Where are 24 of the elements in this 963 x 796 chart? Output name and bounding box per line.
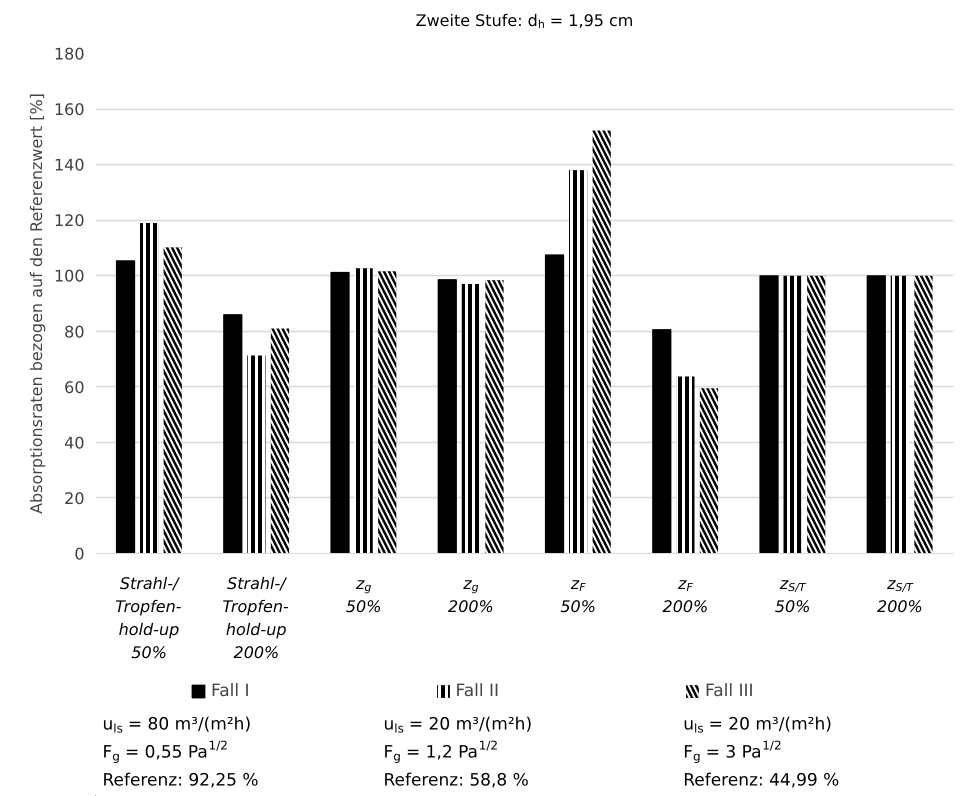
y-tick-label: 160 <box>54 100 85 120</box>
bar <box>759 275 779 554</box>
legend-label: Fall I <box>211 681 250 701</box>
bar <box>652 329 672 554</box>
x-tick-label: Strahl-/ Tropfen- hold-up 200% <box>222 574 290 662</box>
y-tick-label: 20 <box>64 488 84 508</box>
legend-label: Fall III <box>705 681 754 701</box>
y-axis-title: Absorptionsraten bezogen auf den Referenzwert [%] <box>26 93 46 514</box>
bar <box>223 314 242 554</box>
y-tick-label: 120 <box>54 211 85 230</box>
legend-label: Fall II <box>456 681 500 701</box>
x-tick-label: Strahl-/ Tropfen- hold-up 50% <box>115 574 182 662</box>
y-tick-label: 0 <box>74 544 85 564</box>
bar <box>330 272 350 554</box>
y-tick-label: 60 <box>64 378 84 397</box>
bar <box>438 279 457 554</box>
y-tick-label: 80 <box>64 322 84 342</box>
y-tick-label: 140 <box>54 156 85 175</box>
bar <box>116 260 136 554</box>
y-tick-label: 180 <box>54 44 85 64</box>
y-tick-label: 40 <box>64 433 84 452</box>
bar <box>544 254 564 554</box>
bar <box>866 275 886 554</box>
y-tick-label: 100 <box>54 266 85 286</box>
